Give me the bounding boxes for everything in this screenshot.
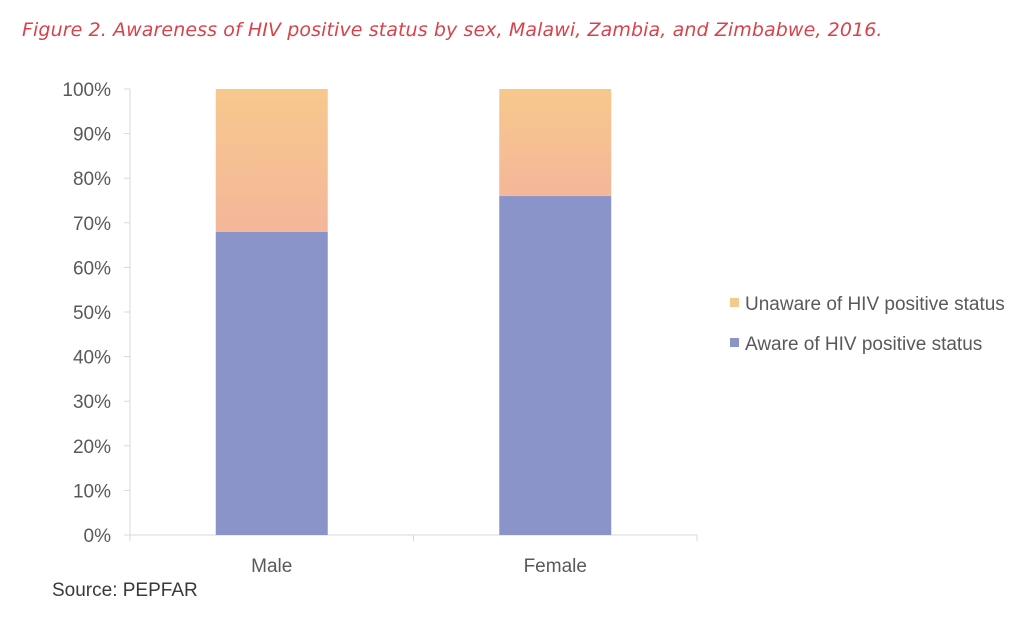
legend-label: Unaware of HIV positive status (745, 294, 1005, 315)
legend: Unaware of HIV positive status Aware of H… (730, 294, 1005, 355)
y-tick-label: 40% (73, 348, 111, 369)
y-tick-label: 0% (84, 526, 112, 547)
x-category-label: Female (524, 556, 587, 577)
source-note: Source: PEPFAR (52, 580, 198, 601)
x-category-label: Male (251, 556, 292, 577)
bar-male-aware (215, 231, 328, 535)
y-tick-label: 50% (73, 303, 111, 324)
bar-female-unaware (499, 89, 612, 197)
bar-male-unaware (215, 89, 328, 232)
y-tick-label: 60% (73, 258, 111, 279)
y-tick-label: 80% (73, 169, 111, 190)
y-tick-label: 30% (73, 392, 111, 413)
label-layer: 0% 10% 20% 30% 40% 50% 60% 70% 80% 90% 100% Male Fem… (62, 80, 587, 577)
y-tick-label: 100% (62, 80, 111, 101)
y-tick-label: 90% (73, 125, 111, 146)
legend-label: Aware of HIV positive status (745, 334, 982, 355)
bar-female-aware (499, 196, 612, 536)
bar-layer (215, 89, 612, 536)
legend-swatch (730, 298, 739, 307)
y-tick-label: 10% (73, 481, 111, 502)
y-tick-label: 70% (73, 214, 111, 235)
legend-swatch (730, 338, 739, 347)
y-tick-label: 20% (73, 437, 111, 458)
figure-caption: Figure 2. Awareness of HIV positive stat… (22, 19, 883, 41)
